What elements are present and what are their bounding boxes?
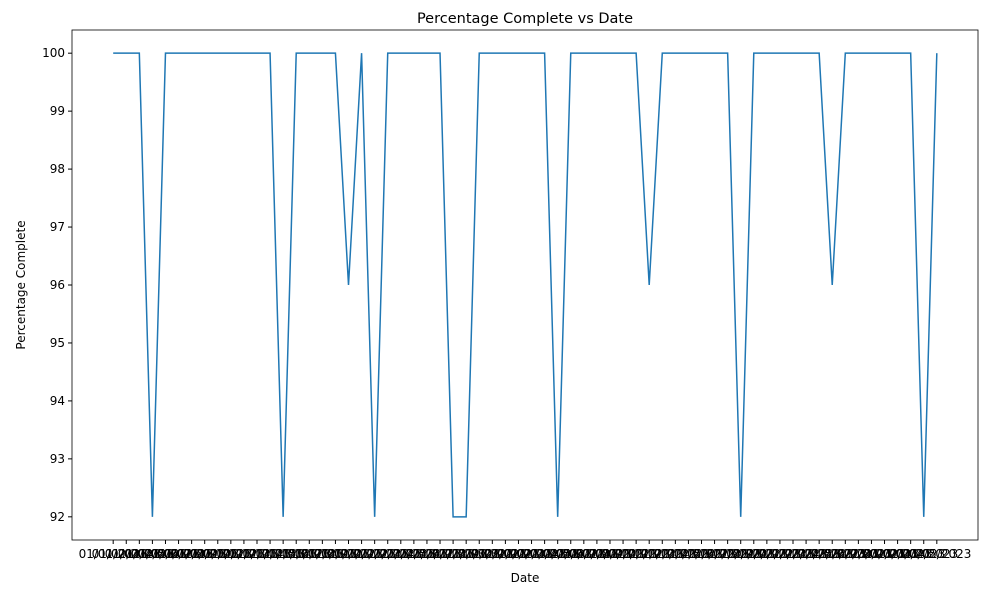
- x-tick-label: 01/03/2023: [105, 547, 174, 561]
- x-tick-label: 02/18/2023: [706, 547, 775, 561]
- x-tick-label: 02/27/2023: [824, 547, 893, 561]
- y-axis-label: Percentage Complete: [14, 220, 28, 349]
- x-tick-label: 02/05/2023: [536, 547, 605, 561]
- x-tick-label: 02/03/2023: [510, 547, 579, 561]
- x-tick-label: 02/07/2023: [562, 547, 631, 561]
- x-tick-label: 01/02/2023: [92, 547, 161, 561]
- x-tick-label: 02/10/2023: [602, 547, 671, 561]
- x-tick-label: 01/24/2023: [379, 547, 448, 561]
- x-axis-label: Date: [511, 571, 540, 585]
- chart-title: Percentage Complete vs Date: [417, 11, 633, 27]
- x-tick-label: 01/05/2023: [131, 547, 200, 561]
- y-tick-label: 98: [50, 162, 65, 176]
- x-tick-label: 02/02/2023: [497, 547, 566, 561]
- x-tick-label: 01/19/2023: [314, 547, 383, 561]
- x-tick-label: 02/28/2023: [837, 547, 906, 561]
- x-tick-label: 03/02/2023: [863, 547, 932, 561]
- y-tick-label: 96: [50, 278, 65, 292]
- x-tick-label: 01/11/2023: [209, 547, 278, 561]
- x-tick-label: 01/25/2023: [392, 547, 461, 561]
- x-tick-label: 03/04/2023: [889, 547, 958, 561]
- x-tick-label: 02/09/2023: [588, 547, 657, 561]
- y-tick-label: 99: [50, 104, 65, 118]
- x-tick-label: 02/08/2023: [575, 547, 644, 561]
- x-tick-label: 02/13/2023: [641, 547, 710, 561]
- y-tick-label: 100: [42, 46, 65, 60]
- x-tick-label: 01/29/2023: [445, 547, 514, 561]
- y-tick-label: 93: [50, 452, 65, 466]
- x-tick-label: 02/16/2023: [680, 547, 749, 561]
- x-tick-label: 02/24/2023: [785, 547, 854, 561]
- x-tick-label: 01/10/2023: [196, 547, 265, 561]
- x-tick-label: 01/12/2023: [222, 547, 291, 561]
- x-tick-label: 02/20/2023: [732, 547, 801, 561]
- x-tick-label: 01/09/2023: [183, 547, 252, 561]
- x-tick-label: 01/22/2023: [353, 547, 422, 561]
- x-tick-label: 02/12/2023: [628, 547, 697, 561]
- x-tick-label: 01/23/2023: [366, 547, 435, 561]
- x-tick-label: 01/28/2023: [432, 547, 501, 561]
- x-tick-label: 02/22/2023: [758, 547, 827, 561]
- x-tick-label: 01/20/2023: [327, 547, 396, 561]
- x-tick-label: 01/30/2023: [458, 547, 527, 561]
- x-tick-label: 02/04/2023: [523, 547, 592, 561]
- y-tick-label: 97: [50, 220, 65, 234]
- x-tick-label: 01/07/2023: [157, 547, 226, 561]
- x-tick-label: 03/01/2023: [850, 547, 919, 561]
- x-tick-label: 01/15/2023: [262, 547, 331, 561]
- x-tick-label: 02/26/2023: [811, 547, 880, 561]
- y-tick-label: 94: [50, 394, 65, 408]
- plot-frame: [71, 29, 979, 541]
- x-tick-label: 02/23/2023: [771, 547, 840, 561]
- x-tick-label: 02/14/2023: [654, 547, 723, 561]
- y-tick-label: 92: [50, 510, 65, 524]
- x-tick-label: 01/26/2023: [405, 547, 474, 561]
- x-tick-label: 01/18/2023: [301, 547, 370, 561]
- x-tick-label: 02/01/2023: [484, 547, 553, 561]
- x-tick-label: 02/19/2023: [719, 547, 788, 561]
- x-tick-label: 01/16/2023: [275, 547, 344, 561]
- x-tick-label: 02/06/2023: [549, 547, 618, 561]
- y-tick-label: 95: [50, 336, 65, 350]
- x-tick-label: 03/05/2023: [902, 547, 971, 561]
- x-tick-label: 02/25/2023: [798, 547, 867, 561]
- x-tick-label: 01/14/2023: [249, 547, 318, 561]
- x-tick-label: 01/04/2023: [118, 547, 187, 561]
- x-tick-label: 01/17/2023: [288, 547, 357, 561]
- x-tick-label: 02/11/2023: [615, 547, 684, 561]
- x-tick-label: 02/15/2023: [667, 547, 736, 561]
- x-tick-label: 01/21/2023: [340, 547, 409, 561]
- x-tick-label: 02/21/2023: [745, 547, 814, 561]
- x-tick-label: 03/03/2023: [876, 547, 945, 561]
- x-tick-label: 01/08/2023: [170, 547, 239, 561]
- x-tick-label: 01/01/2023: [79, 547, 148, 561]
- x-tick-label: 01/31/2023: [471, 547, 540, 561]
- x-tick-label: 01/13/2023: [235, 547, 304, 561]
- x-tick-label: 01/27/2023: [419, 547, 488, 561]
- data-line: [113, 52, 938, 518]
- x-tick-label: 01/06/2023: [144, 547, 213, 561]
- x-tick-label: 02/17/2023: [693, 547, 762, 561]
